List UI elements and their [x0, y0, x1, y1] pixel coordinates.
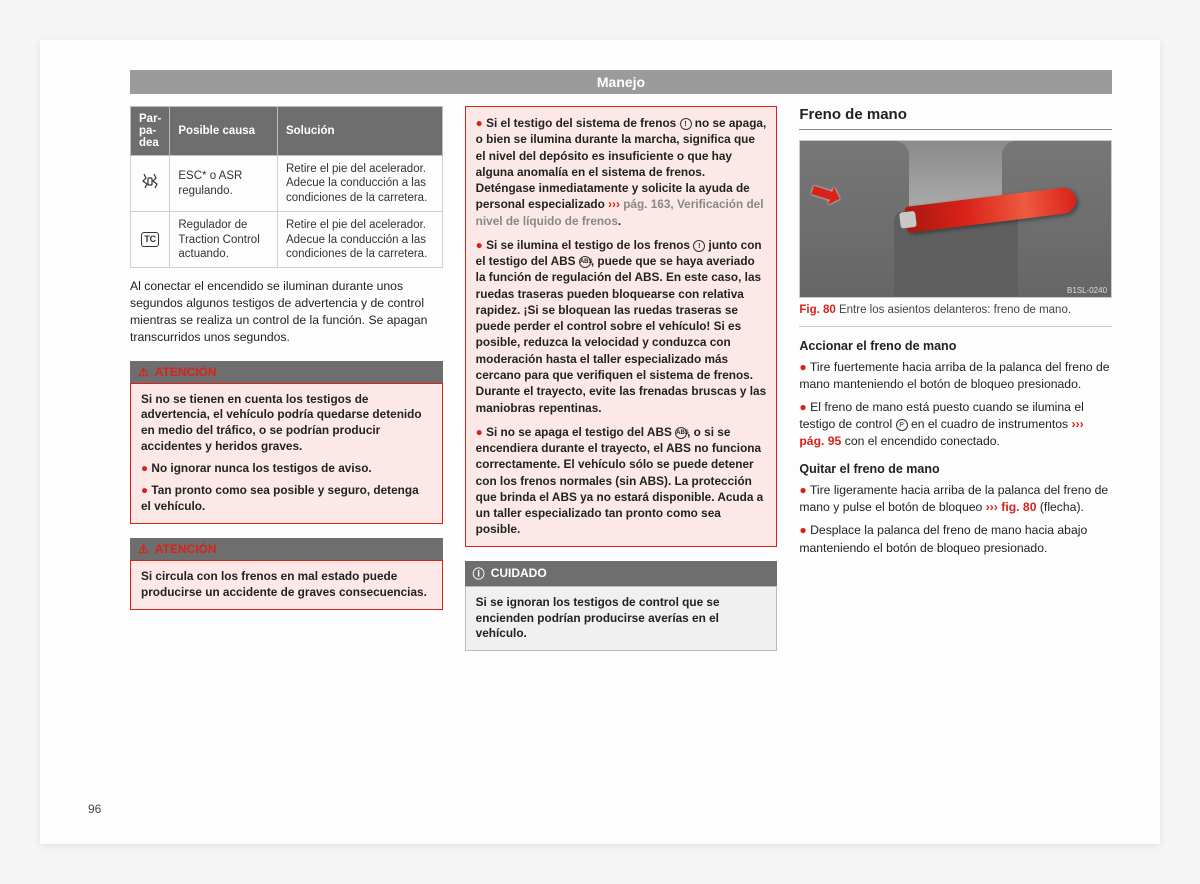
- section-header: Manejo: [130, 70, 1112, 94]
- xref-arrow-icon: ›››: [1072, 417, 1084, 431]
- tc-icon: TC: [131, 212, 170, 268]
- list-item: ● Tire ligeramente hacia arriba de la pa…: [799, 482, 1112, 516]
- section-rule: [799, 129, 1112, 130]
- list-item: ● Tire fuertemente hacia arriba de la pa…: [799, 359, 1112, 393]
- brake-warning-icon: !: [680, 118, 692, 130]
- figure-label: Fig. 80: [799, 304, 835, 316]
- atencion-callout-1: ⚠ ATENCIÓN Si no se tienen en cuenta los…: [130, 361, 443, 524]
- page-number: 96: [88, 802, 101, 816]
- info-circle-icon: ⓘ: [473, 565, 485, 582]
- list-item: ● Desplace la palanca del freno de mano …: [799, 522, 1112, 556]
- esc-skid-icon: [131, 156, 170, 212]
- list-item: ● Si el testigo del sistema de frenos ! …: [476, 115, 767, 229]
- figure-caption: Fig. 80 Entre los asientos delanteros: f…: [799, 298, 1112, 327]
- atencion-label: ATENCIÓN: [155, 542, 217, 556]
- cuidado-header: ⓘ CUIDADO: [465, 561, 778, 586]
- atencion-body: Si circula con los frenos en mal estado …: [130, 560, 443, 610]
- column-middle: ● Si el testigo del sistema de frenos ! …: [465, 106, 778, 651]
- list-item: ● No ignorar nunca los testigos de aviso…: [141, 461, 432, 477]
- abs-icon: ABS: [579, 256, 591, 268]
- atencion-lead: Si no se tienen en cuenta los testigos d…: [141, 392, 432, 456]
- section-title: Freno de mano: [799, 106, 1112, 123]
- atencion-label: ATENCIÓN: [155, 365, 217, 379]
- cuidado-callout: ⓘ CUIDADO Si se ignoran los testigos de …: [465, 561, 778, 652]
- manual-page: 96 Manejo Par-pa-dea Posible causa Soluc…: [40, 40, 1160, 844]
- column-left: Par-pa-dea Posible causa Solución: [130, 106, 443, 651]
- subheading: Quitar el freno de mano: [799, 462, 1112, 476]
- atencion-body: Si no se tienen en cuenta los testigos d…: [130, 383, 443, 524]
- instruction-list: ● Tire ligeramente hacia arriba de la pa…: [799, 482, 1112, 556]
- list-item: ● Si no se apaga el testigo del ABS ABS,…: [476, 424, 767, 538]
- table-header-cause: Posible causa: [170, 107, 278, 156]
- figure-id: B1SL-0240: [1067, 286, 1107, 295]
- table-cell-solution: Retire el pie del acelerador. Adecue la …: [277, 156, 442, 212]
- atencion-header: ⚠ ATENCIÓN: [130, 538, 443, 560]
- page-reference: pág. 95: [799, 434, 841, 448]
- cuidado-body: Si se ignoran los testigos de control qu…: [465, 586, 778, 652]
- brake-warning-icon: !: [693, 240, 705, 252]
- xref-arrow-icon: ›››: [986, 500, 998, 514]
- table-row: ESC* o ASR regulando. Retire el pie del …: [131, 156, 443, 212]
- table-cell-solution: Retire el pie del acelerador. Adecue la …: [277, 212, 442, 268]
- list-item: ● Si se ilumina el testigo de los frenos…: [476, 237, 767, 416]
- abs-icon: ABS: [675, 427, 687, 439]
- list-item: ● Tan pronto como sea posible y seguro, …: [141, 483, 432, 515]
- warning-triangle-icon: ⚠: [138, 542, 149, 556]
- atencion-header: ⚠ ATENCIÓN: [130, 361, 443, 383]
- atencion-continuation-box: ● Si el testigo del sistema de frenos ! …: [465, 106, 778, 547]
- subheading: Accionar el freno de mano: [799, 339, 1112, 353]
- instruction-list: ● Tire fuertemente hacia arriba de la pa…: [799, 359, 1112, 450]
- table-header-solution: Solución: [277, 107, 442, 156]
- warning-triangle-icon: ⚠: [138, 365, 149, 379]
- table-header-icon: Par-pa-dea: [131, 107, 170, 156]
- parking-brake-icon: P: [896, 419, 908, 431]
- table-row: TC Regulador de Traction Control actuand…: [131, 212, 443, 268]
- table-cell-cause: Regulador de Traction Control actuando.: [170, 212, 278, 268]
- table-cell-cause: ESC* o ASR regulando.: [170, 156, 278, 212]
- cuidado-label: CUIDADO: [491, 566, 547, 580]
- xref-arrow-icon: ›››: [608, 197, 620, 211]
- atencion-callout-2: ⚠ ATENCIÓN Si circula con los frenos en …: [130, 538, 443, 610]
- atencion-lead: Si circula con los frenos en mal estado …: [141, 569, 432, 601]
- figure-reference: fig. 80: [1001, 500, 1036, 514]
- list-item: ● El freno de mano está puesto cuando se…: [799, 399, 1112, 450]
- column-right: Freno de mano ➡ B1SL-0240 Fig. 80 Entre …: [799, 106, 1112, 651]
- handbrake-figure: ➡ B1SL-0240: [799, 140, 1112, 298]
- three-column-layout: Par-pa-dea Posible causa Solución: [130, 106, 1112, 651]
- warning-table: Par-pa-dea Posible causa Solución: [130, 106, 443, 268]
- page-shadow: 96 Manejo Par-pa-dea Posible causa Soluc…: [0, 0, 1200, 884]
- intro-paragraph: Al conectar el encendido se iluminan dur…: [130, 278, 443, 346]
